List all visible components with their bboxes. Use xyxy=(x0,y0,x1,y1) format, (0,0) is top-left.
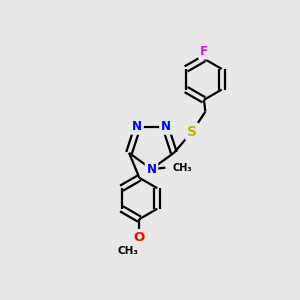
Text: N: N xyxy=(146,163,157,176)
Text: O: O xyxy=(134,231,145,244)
Text: N: N xyxy=(161,120,171,133)
Text: CH₃: CH₃ xyxy=(173,163,192,173)
Text: CH₃: CH₃ xyxy=(118,246,139,256)
Text: N: N xyxy=(132,120,142,133)
Text: S: S xyxy=(187,125,197,139)
Text: F: F xyxy=(200,45,208,58)
